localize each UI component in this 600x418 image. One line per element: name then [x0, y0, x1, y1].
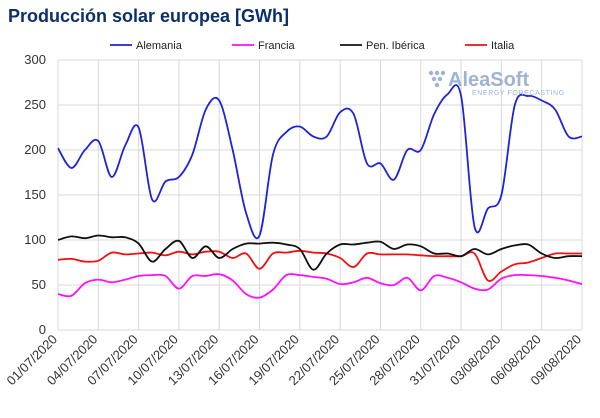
- series-line-alemania: [57, 84, 583, 240]
- y-tick-label: 0: [39, 322, 46, 337]
- y-tick-label: 100: [24, 232, 46, 247]
- legend-label: Francia: [258, 40, 296, 52]
- y-tick-label: 300: [24, 52, 46, 67]
- logo-tagline: ENERGY FORECASTING: [472, 90, 565, 97]
- y-tick-label: 250: [24, 97, 46, 112]
- y-tick-label: 50: [32, 277, 46, 292]
- y-tick-label: 200: [24, 142, 46, 157]
- aleasoft-logo: AleaSoft ENERGY FORECASTING: [428, 69, 565, 97]
- chart-title: Producción solar europea [GWh]: [8, 6, 290, 26]
- legend-label: Alemania: [136, 40, 183, 52]
- legend-label: Pen. Ibérica: [366, 40, 426, 52]
- series-line-francia: [57, 273, 583, 299]
- logo-name: AleaSoft: [448, 69, 529, 91]
- y-tick-label: 150: [24, 187, 46, 202]
- series-line-pen-ib-rica: [57, 234, 583, 271]
- legend-label: Italia: [491, 40, 515, 52]
